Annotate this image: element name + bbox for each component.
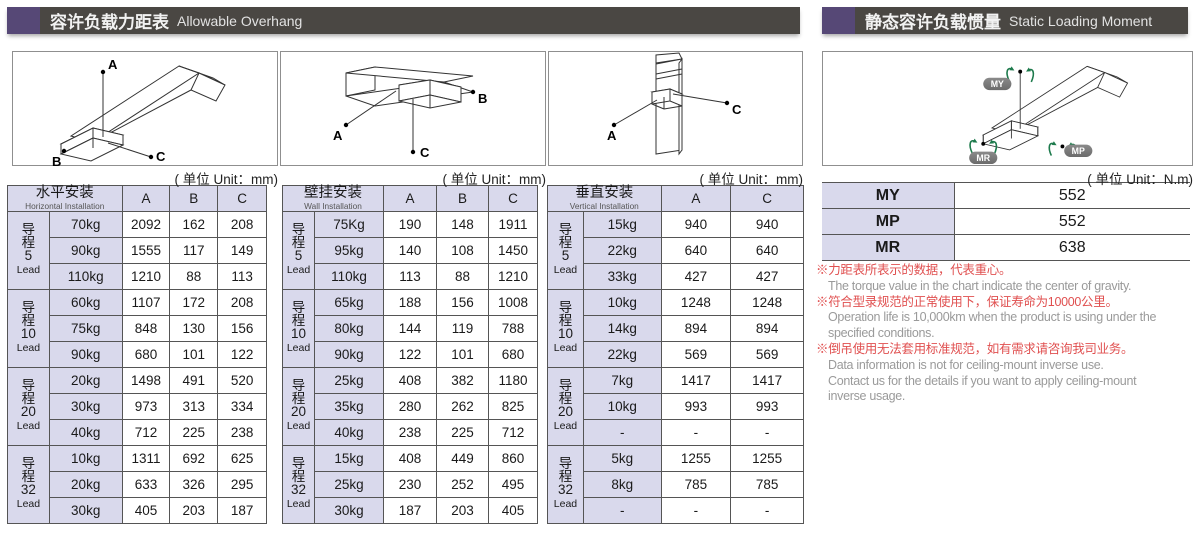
svg-text:B: B [52,154,61,167]
svg-text:A: A [607,128,617,143]
svg-text:A: A [108,57,118,72]
svg-text:C: C [156,149,166,164]
svg-text:MY: MY [991,79,1004,89]
svg-text:C: C [732,102,742,117]
svg-text:MP: MP [1072,146,1085,156]
svg-text:MR: MR [976,153,990,163]
svg-text:B: B [478,91,487,106]
svg-text:C: C [420,145,430,160]
svg-text:A: A [333,128,343,143]
